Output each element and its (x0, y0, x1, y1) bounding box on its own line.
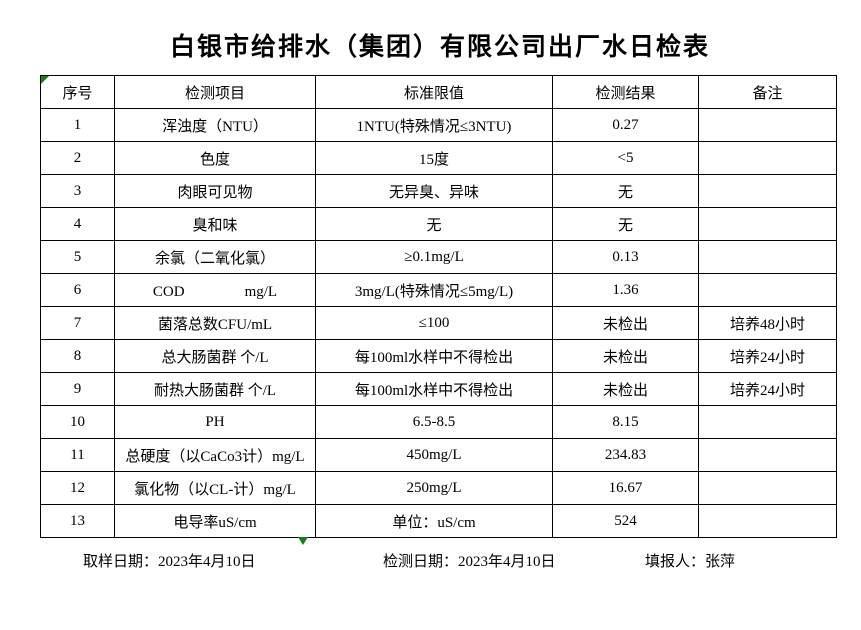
cell-serial-number: 12 (40, 471, 115, 505)
cell-serial-number: 1 (40, 108, 115, 142)
cell-test-item: 余氯（二氧化氯） (114, 240, 316, 274)
sampling-date-text: 取样日期：2023年4月10日 (83, 554, 256, 570)
cell-test-item: 肉眼可见物 (114, 174, 316, 208)
cell-standard-limit: 3mg/L(特殊情况≤5mg/L) (315, 273, 553, 307)
header-remark: 备注 (698, 75, 837, 109)
cell-remark (698, 108, 837, 142)
reporter-text: 填报人：张萍 (645, 554, 736, 570)
cell-standard-limit: 6.5-8.5 (315, 405, 553, 439)
cell-test-item: PH (114, 405, 316, 439)
excel-comment-indicator-icon (298, 537, 308, 545)
cell-remark (698, 141, 837, 175)
cell-test-item: 总大肠菌群 个/L (114, 339, 316, 373)
cell-standard-limit: ≤100 (315, 306, 553, 340)
cell-test-item: 色度 (114, 141, 316, 175)
cell-serial-number: 2 (40, 141, 115, 175)
cell-remark (698, 240, 837, 274)
cell-serial-number: 5 (40, 240, 115, 274)
cell-standard-limit: 每100ml水样中不得检出 (315, 339, 553, 373)
cell-serial-number: 13 (40, 504, 115, 538)
table-row: 5 余氯（二氧化氯） ≥0.1mg/L 0.13 (40, 240, 837, 274)
cell-remark (698, 207, 837, 241)
cell-test-result: 8.15 (552, 405, 699, 439)
cell-test-result: 未检出 (552, 339, 699, 373)
cell-test-item: 氯化物（以CL-计）mg/L (114, 471, 316, 505)
cell-remark (698, 438, 837, 472)
cell-test-result: 1.36 (552, 273, 699, 307)
cell-test-result: 0.27 (552, 108, 699, 142)
header-serial-number: 序号 (40, 75, 115, 109)
table-row: 3 肉眼可见物 无异臭、异味无 (40, 174, 837, 208)
table-row: 13 电导率uS/cm 单位：uS/cm 524 (40, 504, 837, 538)
table-row: 1 浑浊度（NTU） 1NTU(特殊情况≤3NTU) 0.27 (40, 108, 837, 142)
cell-standard-limit: 1NTU(特殊情况≤3NTU) (315, 108, 553, 142)
cell-test-item: 菌落总数CFU/mL (114, 306, 316, 340)
cell-test-result: 0.13 (552, 240, 699, 274)
cell-standard-limit: 250mg/L (315, 471, 553, 505)
cell-test-item: 耐热大肠菌群 个/L (114, 372, 316, 406)
cell-test-result: 未检出 (552, 306, 699, 340)
cell-test-result: <5 (552, 141, 699, 175)
cell-standard-limit: 450mg/L (315, 438, 553, 472)
cell-test-result: 未检出 (552, 372, 699, 406)
cell-test-item: 电导率uS/cm (114, 504, 316, 538)
table-row: 4 臭和味无无 (40, 207, 837, 241)
table-body: 1 浑浊度（NTU） 1NTU(特殊情况≤3NTU) 0.27 2 色度 15度 <5 3 肉眼可… (40, 108, 837, 538)
cell-test-item: 臭和味 (114, 207, 316, 241)
cell-standard-limit: 无 (315, 207, 553, 241)
cell-serial-number: 8 (40, 339, 115, 373)
table-row: 6 COD mg/L 3mg/L(特殊情况≤5mg/L) 1.36 (40, 273, 837, 307)
cell-test-item: COD mg/L (114, 273, 316, 307)
cell-standard-limit: 15度 (315, 141, 553, 175)
cell-test-result: 无 (552, 174, 699, 208)
cell-remark: 培养48小时 (698, 306, 837, 340)
cell-remark (698, 504, 837, 538)
cell-test-result: 16.67 (552, 471, 699, 505)
cell-standard-limit: 单位：uS/cm (315, 504, 553, 538)
cell-serial-number: 10 (40, 405, 115, 439)
cell-test-result: 234.83 (552, 438, 699, 472)
excel-error-indicator-icon (41, 76, 49, 84)
cell-test-result: 524 (552, 504, 699, 538)
cell-remark (698, 471, 837, 505)
cell-serial-number: 11 (40, 438, 115, 472)
table-row: 11 总硬度（以CaCo3计）mg/L 450mg/L 234.83 (40, 438, 837, 472)
header-row: 序号 检测项目 标准限值 检测结果 备注 (40, 75, 837, 109)
table-row: 2 色度 15度 <5 (40, 141, 837, 175)
cell-serial-number: 9 (40, 372, 115, 406)
cell-serial-number: 6 (40, 273, 115, 307)
cell-standard-limit: 无异臭、异味 (315, 174, 553, 208)
cell-standard-limit: ≥0.1mg/L (315, 240, 553, 274)
header-standard-limit: 标准限值 (315, 75, 553, 109)
table-row: 12 氯化物（以CL-计）mg/L 250mg/L 16.67 (40, 471, 837, 505)
cell-remark (698, 174, 837, 208)
cell-remark: 培养24小时 (698, 339, 837, 373)
table-row: 10 PH 6.5-8.5 8.15 (40, 405, 837, 439)
table-row: 7 菌落总数CFU/mL ≤100 未检出 培养48小时 (40, 306, 837, 340)
header-test-item: 检测项目 (114, 75, 316, 109)
cell-test-item: 总硬度（以CaCo3计）mg/L (114, 438, 316, 472)
table-row: 9 耐热大肠菌群 个/L 每100ml水样中不得检出 未检出 培养24小时 (40, 372, 837, 406)
page-title: 白银市给排水（集团）有限公司出厂水日检表 (169, 33, 710, 61)
testing-date-text: 检测日期：2023年4月10日 (383, 554, 556, 570)
cell-serial-number: 4 (40, 207, 115, 241)
header-test-result: 检测结果 (552, 75, 699, 109)
inspection-table: 序号 检测项目 标准限值 检测结果 备注 1 浑浊度（NTU） 1NTU(特殊情况≤… (40, 75, 838, 545)
cell-serial-number: 3 (40, 174, 115, 208)
data-table: 序号 检测项目 标准限值 检测结果 备注 1 浑浊度（NTU） 1NTU(特殊情况≤… (40, 75, 837, 538)
cell-test-result: 无 (552, 207, 699, 241)
table-row: 8 总大肠菌群 个/L 每100ml水样中不得检出 未检出 培养24小时 (40, 339, 837, 373)
cell-remark (698, 405, 837, 439)
sheet-footer: 取样日期：2023年4月10日 检测日期：2023年4月10日 填报人：张萍 (0, 550, 861, 572)
cell-remark (698, 273, 837, 307)
cell-remark: 培养24小时 (698, 372, 837, 406)
cell-standard-limit: 每100ml水样中不得检出 (315, 372, 553, 406)
cell-test-item: 浑浊度（NTU） (114, 108, 316, 142)
cell-serial-number: 7 (40, 306, 115, 340)
